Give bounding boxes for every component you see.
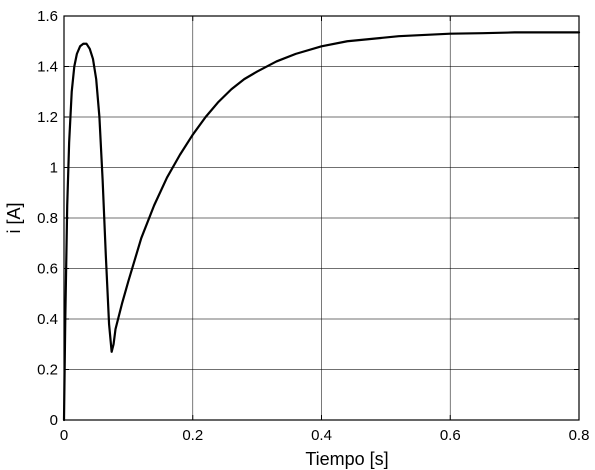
x-tick-label: 0.2 xyxy=(182,427,203,444)
current-series-line xyxy=(62,31,581,422)
grid-lines xyxy=(64,16,579,420)
y-tick-label: 1 xyxy=(50,160,58,177)
y-tick-label: 0.8 xyxy=(37,210,58,227)
y-tick-label: 1.6 xyxy=(37,8,58,25)
x-axis-label: Tiempo [s] xyxy=(305,449,388,469)
tick-labels: 0 0.2 0.4 0.6 0.8 0 0.2 0.4 0.6 0.8 1 1.2 1.4 1.6 xyxy=(37,8,589,444)
y-tick-label: 0.2 xyxy=(37,362,58,379)
y-tick-label: 0 xyxy=(50,412,58,429)
x-tick-label: 0.6 xyxy=(440,427,461,444)
y-tick-label: 1.4 xyxy=(37,59,58,76)
y-tick-label: 1.2 xyxy=(37,109,58,126)
y-tick-label: 0.4 xyxy=(37,311,58,328)
x-tick-label: 0 xyxy=(60,427,68,444)
y-axis-label: i [A] xyxy=(4,202,24,233)
x-tick-label: 0.4 xyxy=(311,427,332,444)
x-tick-label: 0.8 xyxy=(569,427,590,444)
y-tick-label: 0.6 xyxy=(37,261,58,278)
